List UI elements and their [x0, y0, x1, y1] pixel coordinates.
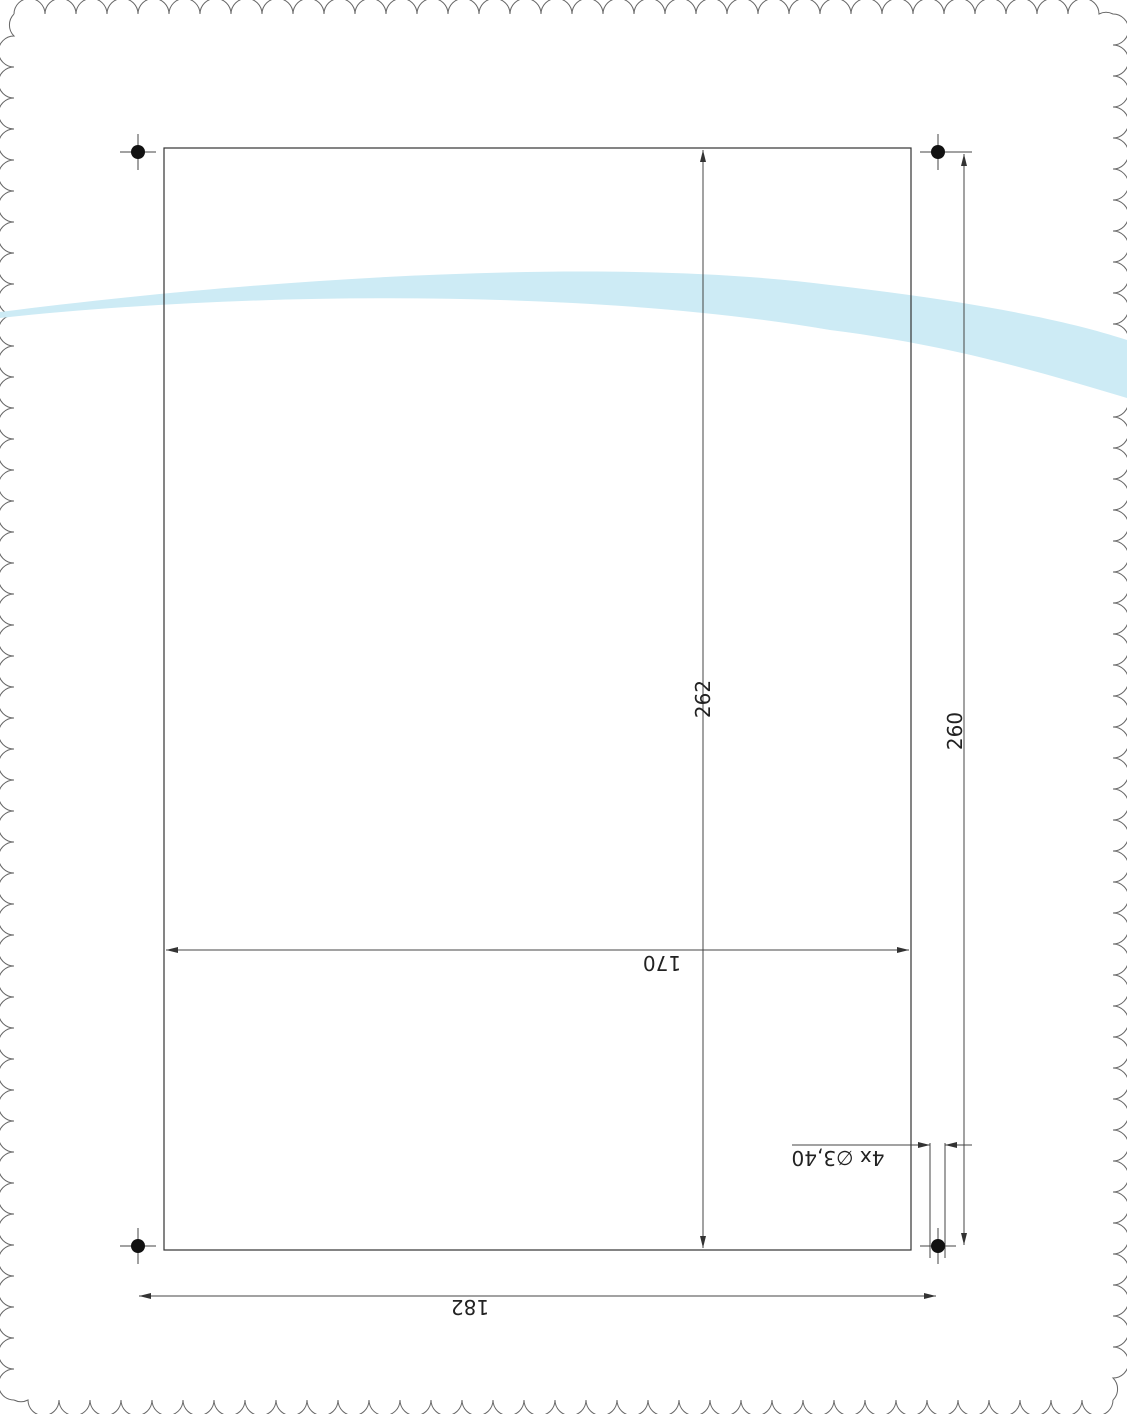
mounting-hole-icon: [920, 134, 956, 170]
dim-label-170: 170: [643, 951, 681, 975]
dim-label-260: 260: [943, 712, 967, 750]
hole-callout: 4x ∅3,40: [792, 1142, 972, 1258]
accent-swoosh: [0, 271, 1127, 398]
dim-label-262: 262: [691, 680, 715, 718]
panel-outline: [163, 147, 912, 1251]
mounting-hole-icon: [120, 134, 156, 170]
mounting-hole-icon: [120, 1228, 156, 1264]
mounting-hole-icon: [920, 1228, 956, 1264]
dim-label-182: 182: [451, 1295, 489, 1319]
hole-callout-label: 4x ∅3,40: [792, 1146, 885, 1170]
